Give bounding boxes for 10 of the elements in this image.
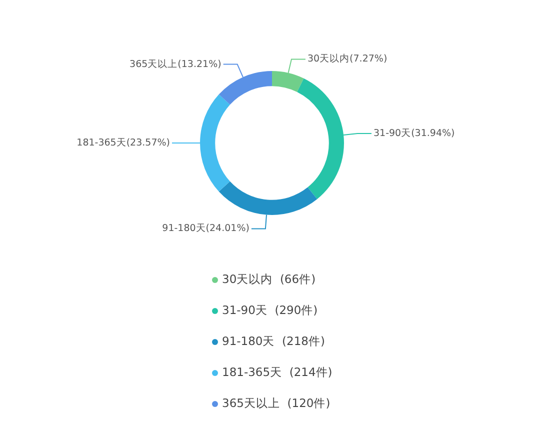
legend-label: 31-90天 (290件) (222, 302, 318, 317)
legend-label: 30天以内 (66件) (222, 272, 316, 286)
legend-label: 365天以上 (120件) (222, 396, 330, 410)
data-label: 31-90天(31.94%) (373, 128, 455, 139)
data-label: 181-365天(23.57%) (76, 137, 170, 148)
legend-label: 181-365天 (214件) (222, 364, 332, 379)
data-label: 91-180天(24.01%) (162, 223, 250, 234)
data-label: 365天以上(13.21%) (130, 58, 222, 70)
legend-label: 91-180天 (218件) (222, 334, 325, 348)
data-label: 30天以内(7.27%) (307, 52, 388, 65)
